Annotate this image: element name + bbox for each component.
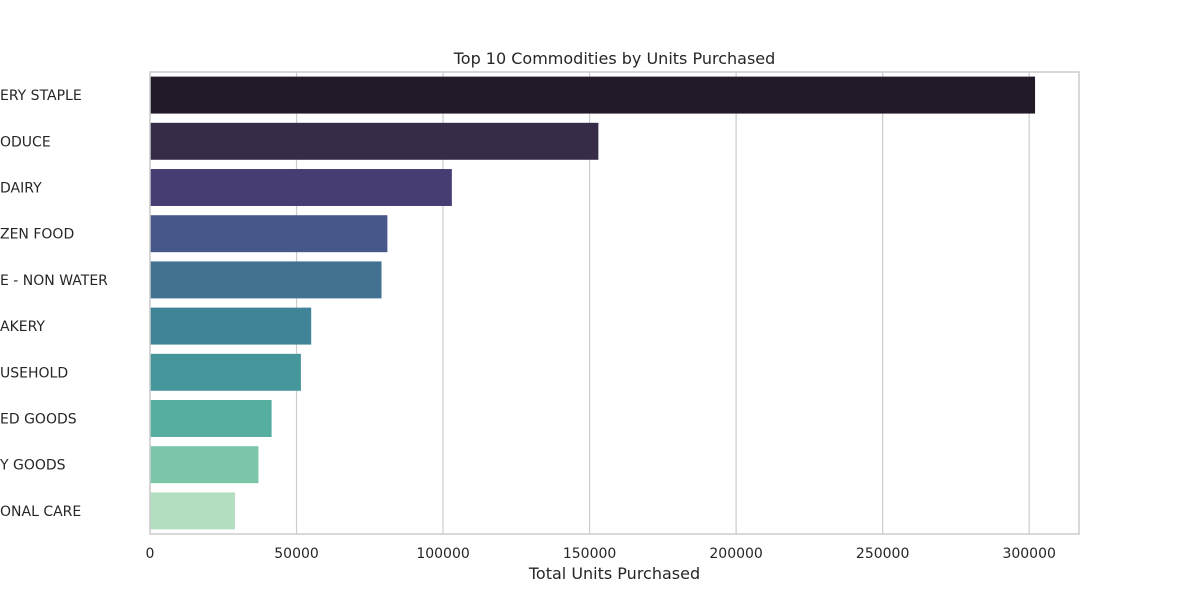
y-tick-label: AKERY bbox=[0, 319, 45, 335]
y-tick-label: ZEN FOOD bbox=[0, 227, 74, 243]
bar bbox=[150, 353, 301, 391]
y-tick-label: ERY STAPLE bbox=[0, 88, 82, 104]
x-tick-label: 100000 bbox=[416, 546, 469, 562]
y-tick-label: USEHOLD bbox=[0, 365, 68, 381]
x-tick-label: 150000 bbox=[563, 546, 616, 562]
bar bbox=[150, 492, 235, 530]
x-tick-label: 200000 bbox=[709, 546, 762, 562]
chart-title: Top 10 Commodities by Units Purchased bbox=[453, 49, 776, 68]
y-tick-label: DAIRY bbox=[0, 181, 42, 197]
bar bbox=[150, 261, 382, 299]
bar bbox=[150, 446, 259, 484]
x-tick-label: 250000 bbox=[856, 546, 909, 562]
y-tick-labels: ERY STAPLE ODUCE DAIRY ZEN FOOD E - NON WATE… bbox=[0, 88, 108, 520]
bars bbox=[150, 76, 1036, 530]
bar bbox=[150, 122, 599, 160]
bar bbox=[150, 400, 272, 437]
x-axis-title: Total Units Purchased bbox=[528, 564, 700, 583]
x-tick-label: 0 bbox=[146, 546, 155, 562]
plot-frame bbox=[149, 71, 1080, 535]
bar bbox=[150, 76, 1036, 114]
bar bbox=[150, 169, 452, 206]
x-tick-label: 50000 bbox=[274, 546, 319, 562]
bar bbox=[150, 215, 388, 253]
y-tick-label: Y GOODS bbox=[0, 458, 66, 474]
y-tick-label: E - NON WATER bbox=[0, 273, 108, 289]
y-tick-label: ONAL CARE bbox=[0, 504, 81, 520]
x-tick-labels: 0 50000 100000 150000 200000 250000 300000 bbox=[146, 546, 1056, 562]
bar bbox=[150, 307, 312, 345]
y-tick-label: ED GOODS bbox=[0, 412, 77, 428]
y-tick-label: ODUCE bbox=[0, 134, 51, 150]
x-tick-label: 300000 bbox=[1002, 546, 1055, 562]
